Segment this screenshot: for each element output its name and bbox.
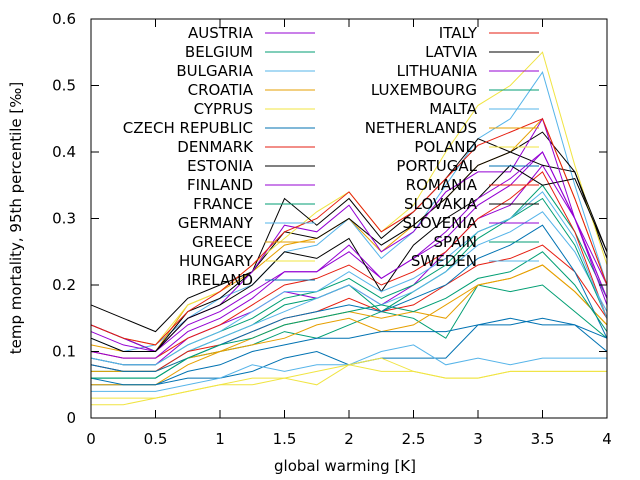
series-line-sweden: [90, 191, 608, 366]
legend-label: SWEDEN: [411, 252, 477, 270]
series-line-italy: [90, 244, 608, 372]
legend-label: CROATIA: [188, 81, 254, 99]
series-line-lithuania: [90, 117, 608, 353]
y-tick-label: 0.6: [52, 10, 76, 28]
series-line-malta: [91, 344, 607, 392]
legend-item: PORTUGAL: [396, 157, 539, 175]
legend-label: HUNGARY: [179, 252, 254, 270]
x-tick-label: 0.5: [144, 430, 168, 448]
legend-label: GREECE: [192, 233, 253, 251]
series-line-ireland: [90, 317, 608, 386]
legend-item: GREECE: [192, 233, 315, 251]
legend-item: BELGIUM: [185, 43, 315, 61]
series-line-croatia: [90, 117, 608, 352]
x-axis-ticks: 0 0.5 1 1.5 2 2.5 3 3.5 4: [86, 19, 612, 448]
legend-item: CZECH REPUBLIC: [123, 119, 315, 137]
legend-item: AUSTRIA: [188, 24, 315, 42]
legend-label: PORTUGAL: [396, 157, 477, 175]
y-tick-label: 0: [66, 409, 76, 427]
legend-item: SLOVENIA: [402, 214, 539, 232]
legend-item: CROATIA: [188, 81, 315, 99]
legend-label: FRANCE: [193, 195, 253, 213]
x-tick-label: 3: [473, 430, 483, 448]
legend-item: ROMANIA: [406, 176, 539, 194]
legend-label: DENMARK: [177, 138, 254, 156]
series-line-spain: [91, 251, 608, 379]
legend-item: IRELAND: [187, 271, 315, 289]
legend-item: MALTA: [429, 100, 539, 118]
legend-label: SLOVAKIA: [404, 195, 478, 213]
legend-item: HUNGARY: [179, 252, 315, 270]
legend-label: ESTONIA: [187, 157, 254, 175]
legend-item: FINLAND: [187, 176, 315, 194]
legend-item: SPAIN: [433, 233, 539, 251]
x-axis-title: global warming [K]: [274, 457, 416, 475]
legend-label: LUXEMBOURG: [371, 81, 477, 99]
legend-label: ROMANIA: [406, 176, 478, 194]
legend-label: LATVIA: [425, 43, 478, 61]
x-tick-label: 0: [86, 430, 96, 448]
legend-label: IRELAND: [187, 271, 253, 289]
legend-item: FRANCE: [193, 195, 315, 213]
legend-item: CYPRUS: [194, 100, 315, 118]
legend-label: POLAND: [414, 138, 477, 156]
legend-label: MALTA: [429, 100, 477, 118]
legend-label: NETHERLANDS: [365, 119, 477, 137]
y-axis-ticks: 0 0.1 0.2 0.3 0.4 0.5 0.6: [52, 10, 607, 427]
series-line-poland: [91, 357, 607, 406]
series-line-romania: [90, 118, 608, 346]
legend-item: LUXEMBOURG: [371, 81, 539, 99]
legend-label: BULGARIA: [176, 62, 253, 80]
series-line-estonia: [90, 131, 608, 333]
x-tick-label: 4: [602, 430, 612, 448]
legend-label: BELGIUM: [185, 43, 253, 61]
plot-lines: [90, 51, 608, 406]
x-tick-label: 3.5: [531, 430, 555, 448]
legend-item: GERMANY: [178, 214, 315, 232]
legend-item: SLOVAKIA: [404, 195, 539, 213]
y-tick-label: 0.4: [52, 143, 76, 161]
series-line-portugal: [90, 224, 608, 372]
x-tick-label: 1.5: [273, 430, 297, 448]
legend-item: ITALY: [439, 24, 539, 42]
x-tick-label: 2: [344, 430, 354, 448]
series-line-latvia: [90, 138, 608, 353]
legend-item: BULGARIA: [176, 62, 315, 80]
y-tick-label: 0.2: [52, 276, 76, 294]
series-line-denmark: [90, 171, 608, 359]
legend-item: NETHERLANDS: [365, 119, 539, 137]
legend-item: POLAND: [414, 138, 539, 156]
legend-item: DENMARK: [177, 138, 315, 156]
legend-label: SPAIN: [433, 233, 477, 251]
legend-label: SLOVENIA: [402, 214, 477, 232]
legend-label: CYPRUS: [194, 100, 253, 118]
legend-label: GERMANY: [178, 214, 254, 232]
legend-label: LITHUANIA: [397, 62, 478, 80]
y-tick-label: 0.1: [52, 343, 76, 361]
legend-item: LITHUANIA: [397, 62, 539, 80]
legend-label: ITALY: [439, 24, 478, 42]
y-tick-label: 0.5: [52, 77, 76, 95]
legend-label: CZECH REPUBLIC: [123, 119, 253, 137]
legend-label: FINLAND: [187, 176, 253, 194]
legend-item: ESTONIA: [187, 157, 315, 175]
series-line-slovakia: [90, 164, 608, 352]
x-tick-label: 1: [215, 430, 225, 448]
legend: AUSTRIABELGIUMBULGARIACROATIACYPRUSCZECH…: [123, 24, 539, 289]
y-tick-label: 0.3: [52, 210, 76, 228]
series-line-slovenia: [90, 151, 608, 359]
legend-item: LATVIA: [425, 43, 539, 61]
y-axis-title: temp mortality, 95th percentile [‰]: [7, 82, 25, 355]
legend-label: AUSTRIA: [188, 24, 254, 42]
x-tick-label: 2.5: [402, 430, 426, 448]
legend-item: SWEDEN: [411, 252, 539, 270]
series-line-finland: [90, 151, 608, 353]
series-line-bulgaria: [90, 71, 608, 353]
